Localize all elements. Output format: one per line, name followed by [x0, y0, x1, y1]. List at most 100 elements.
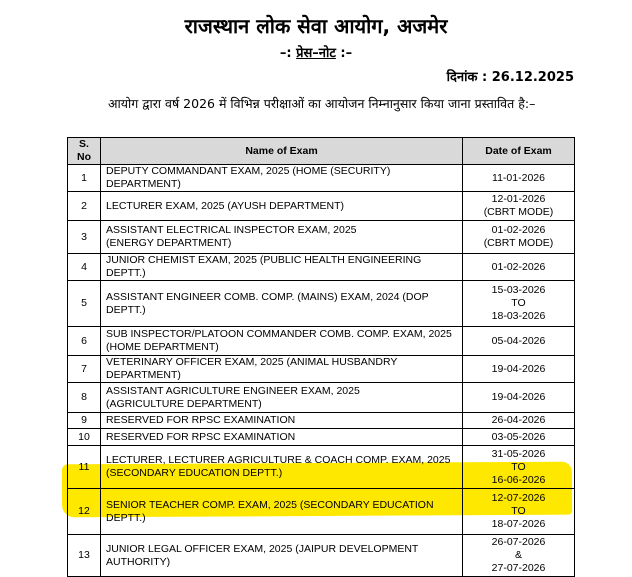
exam-date-cell: 01-02-2026 (CBRT MODE): [462, 220, 575, 254]
exam-date-cell: 12-01-2026 (CBRT MODE): [462, 191, 575, 221]
exam-date-line: 18-03-2026: [491, 310, 546, 322]
serial-number: 12: [78, 505, 90, 517]
table-row: 1 DEPUTY COMMANDANT EXAM, 2025 (HOME (SEC…: [67, 164, 575, 192]
serial-number-cell: 11: [67, 445, 101, 489]
exam-name-cell: VETERINARY OFFICER EXAM, 2025 (ANIMAL HU…: [100, 355, 463, 383]
table-row: 7 VETERINARY OFFICER EXAM, 2025 (ANIMAL H…: [67, 355, 575, 383]
exam-name-cell: ASSISTANT ELECTRICAL INSPECTOR EXAM, 202…: [100, 220, 463, 254]
serial-number-cell: 12: [67, 488, 101, 535]
exam-date-cell: 26-04-2026: [462, 412, 575, 429]
table-header-row: S. No Name of Exam Date of Exam: [67, 137, 575, 165]
exam-name-cell: JUNIOR LEGAL OFFICER EXAM, 2025 (JAIPUR …: [100, 534, 463, 577]
press-note-label: प्रेस–नोट: [296, 46, 336, 61]
exam-name-line: LECTURER EXAM, 2025 (AYUSH DEPARTMENT): [106, 199, 345, 212]
exam-schedule-table: S. No Name of Exam Date of Exam 1 DEPUTY …: [67, 137, 575, 577]
exam-date-line: 16-06-2026: [491, 473, 546, 486]
exam-date-line: 19-04-2026: [491, 362, 546, 375]
subtitle-prefix: –:: [279, 46, 297, 61]
exam-name-cell: RESERVED FOR RPSC EXAMINATION: [100, 428, 463, 446]
serial-number: 7: [81, 362, 87, 375]
exam-name-line: ASSISTANT ENGINEER COMB. COMP. (MAINS) E…: [106, 290, 429, 316]
page-title: राजस्थान लोक सेवा आयोग, अजमेर: [184, 14, 448, 38]
exam-date-line: 03-05-2026: [491, 430, 546, 443]
exam-name-cell: SUB INSPECTOR/PLATOON COMMANDER COMB. CO…: [100, 326, 463, 356]
serial-number-cell: 7: [67, 355, 101, 383]
exam-date-cell: 12-07-2026 TO 18-07-2026: [462, 488, 575, 535]
serial-number: 5: [81, 297, 87, 309]
serial-number-cell: 5: [67, 280, 101, 327]
exam-name-cell: ASSISTANT AGRICULTURE ENGINEER EXAM, 202…: [100, 382, 463, 413]
serial-number-cell: 1: [67, 164, 101, 192]
exam-name-line: ASSISTANT AGRICULTURE ENGINEER EXAM, 202…: [106, 384, 360, 397]
exam-date-line: &: [514, 549, 522, 561]
serial-number: 3: [81, 230, 87, 243]
intro-paragraph: आयोग द्वारा वर्ष 2026 में विभिन्न परीक्ष…: [108, 96, 536, 111]
date-label: दिनांक :: [446, 70, 492, 85]
exam-name-cell: RESERVED FOR RPSC EXAMINATION: [100, 412, 463, 429]
serial-number: 13: [78, 549, 90, 561]
table-row: 6 SUB INSPECTOR/PLATOON COMMANDER COMB. C…: [67, 326, 575, 356]
exam-name-line: VETERINARY OFFICER EXAM, 2025 (ANIMAL HU…: [106, 356, 398, 381]
exam-date-cell: 19-04-2026: [462, 355, 575, 383]
exam-date-cell: 26-07-2026 & 27-07-2026: [462, 534, 575, 577]
exam-date-line: 01-02-2026: [491, 260, 546, 273]
exam-date-cell: 05-04-2026: [462, 326, 575, 356]
exam-name-cell: LECTURER, LECTURER AGRICULTURE & COACH C…: [100, 445, 463, 489]
serial-number-cell: 9: [67, 412, 101, 429]
serial-number-cell: 4: [67, 253, 101, 281]
exam-date-line: 18-07-2026: [491, 518, 546, 530]
table-row: 3 ASSISTANT ELECTRICAL INSPECTOR EXAM, 20…: [67, 220, 575, 254]
exam-date-line: 26-04-2026: [491, 414, 546, 426]
exam-name-cell: JUNIOR CHEMIST EXAM, 2025 (PUBLIC HEALTH…: [100, 253, 463, 281]
exam-date-line: 12-01-2026: [491, 193, 546, 205]
exam-name-line: (AGRICULTURE DEPARTMENT): [106, 397, 262, 410]
exam-name-line: RESERVED FOR RPSC EXAMINATION: [106, 430, 296, 443]
exam-name-line: JUNIOR CHEMIST EXAM, 2025 (PUBLIC HEALTH…: [106, 254, 422, 279]
table-row: 5 ASSISTANT ENGINEER COMB. COMP. (MAINS) …: [67, 280, 575, 327]
serial-number-cell: 8: [67, 382, 101, 413]
exam-name-cell: DEPUTY COMMANDANT EXAM, 2025 (HOME (SECU…: [100, 164, 463, 192]
header-name: Name of Exam: [100, 137, 463, 165]
exam-date-cell: 03-05-2026: [462, 428, 575, 446]
exam-date-cell: 19-04-2026: [462, 382, 575, 413]
exam-date-line: 01-02-2026: [491, 224, 546, 236]
exam-date-line: 19-04-2026: [491, 391, 546, 403]
exam-date-line: TO: [511, 505, 526, 517]
header-date: Date of Exam: [462, 137, 575, 165]
header-sno: S. No: [67, 137, 101, 165]
serial-number-cell: 6: [67, 326, 101, 356]
exam-date-cell: 11-01-2026: [462, 164, 575, 192]
table-row: 9 RESERVED FOR RPSC EXAMINATION 26-04-2026: [67, 412, 575, 429]
exam-date-line: 31-05-2026: [491, 447, 546, 460]
serial-number: 10: [78, 430, 90, 443]
exam-name-line: (SECONDARY EDUCATION DEPTT.): [106, 467, 283, 479]
serial-number: 9: [81, 414, 87, 426]
table-row: 12 SENIOR TEACHER COMP. EXAM, 2025 (SECON…: [67, 488, 575, 535]
serial-number-cell: 3: [67, 220, 101, 254]
table-row: 10 RESERVED FOR RPSC EXAMINATION 03-05-202…: [67, 428, 575, 446]
table-row: 8 ASSISTANT AGRICULTURE ENGINEER EXAM, 20…: [67, 382, 575, 413]
serial-number: 1: [81, 171, 87, 184]
serial-number: 4: [81, 260, 87, 273]
exam-date-line: 05-04-2026: [491, 334, 546, 347]
table-row: 2 LECTURER EXAM, 2025 (AYUSH DEPARTMENT) 1…: [67, 191, 575, 221]
serial-number-cell: 13: [67, 534, 101, 577]
exam-date-line: (CBRT MODE): [483, 237, 554, 249]
exam-name-line: ASSISTANT ELECTRICAL INSPECTOR EXAM, 202…: [106, 224, 357, 236]
exam-date-line: (CBRT MODE): [483, 206, 554, 218]
exam-name-line: LECTURER, LECTURER AGRICULTURE & COACH C…: [106, 454, 451, 466]
exam-date-cell: 15-03-2026 TO 18-03-2026: [462, 280, 575, 327]
exam-name-line: SUB INSPECTOR/PLATOON COMMANDER COMB. CO…: [106, 328, 452, 340]
press-note-heading: –: प्रेस–नोट :–: [0, 43, 632, 61]
table-row: 4 JUNIOR CHEMIST EXAM, 2025 (PUBLIC HEALT…: [67, 253, 575, 281]
serial-number-cell: 10: [67, 428, 101, 446]
document-date: दिनांक : 26.12.2025: [447, 67, 574, 85]
exam-name-cell: SENIOR TEACHER COMP. EXAM, 2025 (SECONDA…: [100, 488, 463, 535]
exam-name-line: DEPUTY COMMANDANT EXAM, 2025 (HOME (SECU…: [106, 165, 391, 190]
table-row: 13 JUNIOR LEGAL OFFICER EXAM, 2025 (JAIPU…: [67, 534, 575, 577]
exam-name-line: (ENERGY DEPARTMENT): [106, 237, 232, 249]
exam-name-line: JUNIOR LEGAL OFFICER EXAM, 2025 (JAIPUR …: [106, 542, 419, 568]
exam-date-line: 27-07-2026: [491, 562, 546, 574]
exam-name-line: SENIOR TEACHER COMP. EXAM, 2025 (SECONDA…: [106, 498, 434, 524]
exam-date-cell: 31-05-2026 TO 16-06-2026: [462, 445, 575, 489]
